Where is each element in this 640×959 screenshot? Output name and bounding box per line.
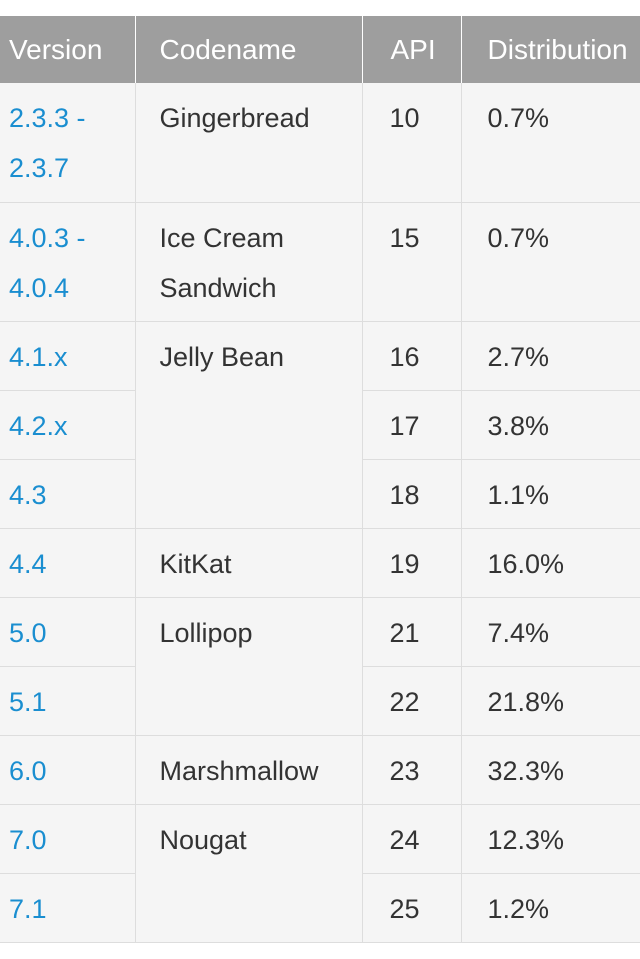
version-link[interactable]: 4.1.x <box>9 341 68 372</box>
codename-text: Gingerbread <box>159 103 310 133</box>
table-row: 4.3 18 1.1% <box>0 459 640 529</box>
version-cell[interactable]: 4.2.x <box>0 390 136 460</box>
distribution-cell: 0.7% <box>461 202 640 322</box>
distribution-cell: 21.8% <box>461 666 640 736</box>
version-cell[interactable]: 4.3 <box>0 459 136 529</box>
version-cell[interactable]: 7.0 <box>0 804 136 874</box>
codename-cell: Marshmallow <box>135 735 363 805</box>
codename-cell: Gingerbread <box>135 83 363 203</box>
version-link[interactable]: 7.0 <box>9 824 47 855</box>
distribution-cell: 3.8% <box>461 390 640 460</box>
api-cell: 10 <box>362 83 462 203</box>
api-cell: 23 <box>362 735 462 805</box>
version-link[interactable]: 6.0 <box>9 755 47 786</box>
version-cell[interactable]: 2.3.3 - 2.3.7 <box>0 83 136 203</box>
table-row: 7.0 Nougat 24 12.3% <box>0 804 640 943</box>
version-link[interactable]: 5.1 <box>9 686 47 717</box>
header-distribution: Distribution <box>461 16 640 83</box>
version-link[interactable]: 4.0.3 - <box>9 222 86 253</box>
distribution-cell: 2.7% <box>461 321 640 391</box>
api-cell: 24 <box>362 804 462 874</box>
version-link[interactable]: 4.4 <box>9 548 47 579</box>
api-cell: 16 <box>362 321 462 391</box>
distribution-cell: 0.7% <box>461 83 640 203</box>
version-cell[interactable]: 7.1 <box>0 873 136 943</box>
api-cell: 19 <box>362 528 462 598</box>
codename-cell: Jelly Bean <box>135 321 363 529</box>
codename-cell: Nougat <box>135 804 363 943</box>
table-row: 5.0 Lollipop 21 7.4% <box>0 597 640 736</box>
codename-cell: KitKat <box>135 528 363 598</box>
codename-text: Ice Cream <box>159 222 285 253</box>
api-cell: 18 <box>362 459 462 529</box>
version-link[interactable]: 4.3 <box>9 479 47 510</box>
distribution-cell: 1.1% <box>461 459 640 529</box>
version-cell[interactable]: 5.1 <box>0 666 136 736</box>
version-cell[interactable]: 4.0.3 - 4.0.4 <box>0 202 136 322</box>
distribution-cell: 7.4% <box>461 597 640 667</box>
distribution-cell: 12.3% <box>461 804 640 874</box>
codename-cell: Lollipop <box>135 597 363 736</box>
version-link[interactable]: 2.3.7 <box>9 153 70 183</box>
table-row: 4.1.x Jelly Bean 16 2.7% <box>0 321 640 529</box>
version-link[interactable]: 7.1 <box>9 893 47 924</box>
header-codename: Codename <box>135 16 363 83</box>
table-row: 4.4 KitKat 19 16.0% <box>0 528 640 598</box>
table-row: 2.3.3 - 2.3.7 Gingerbread 10 0.7% <box>0 83 640 203</box>
codename-text: Sandwich <box>159 272 277 303</box>
distribution-table: Version Codename API Distribution 2.3.3 … <box>0 16 640 943</box>
version-cell[interactable]: 6.0 <box>0 735 136 805</box>
api-cell: 17 <box>362 390 462 460</box>
version-cell[interactable]: 5.0 <box>0 597 136 667</box>
api-cell: 22 <box>362 666 462 736</box>
table-row: 6.0 Marshmallow 23 32.3% <box>0 735 640 805</box>
api-cell: 15 <box>362 202 462 322</box>
version-link[interactable]: 4.0.4 <box>9 272 70 303</box>
codename-cell: Ice Cream Sandwich <box>135 202 363 322</box>
distribution-cell: 1.2% <box>461 873 640 943</box>
table-row: 4.2.x 17 3.8% <box>0 390 640 460</box>
version-link[interactable]: 5.0 <box>9 617 47 648</box>
api-cell: 25 <box>362 873 462 943</box>
header-version: Version <box>0 16 136 83</box>
version-link[interactable]: 4.2.x <box>9 410 68 441</box>
table-header-row: Version Codename API Distribution <box>0 16 640 83</box>
distribution-cell: 32.3% <box>461 735 640 805</box>
version-cell[interactable]: 4.1.x <box>0 321 136 391</box>
table-row: 4.0.3 - 4.0.4 Ice Cream Sandwich 15 0.7% <box>0 202 640 322</box>
version-cell[interactable]: 4.4 <box>0 528 136 598</box>
api-cell: 21 <box>362 597 462 667</box>
distribution-cell: 16.0% <box>461 528 640 598</box>
table-row: 7.1 25 1.2% <box>0 873 640 943</box>
table-row: 5.1 22 21.8% <box>0 666 640 736</box>
version-link[interactable]: 2.3.3 - <box>9 103 86 133</box>
header-api: API <box>362 16 462 83</box>
